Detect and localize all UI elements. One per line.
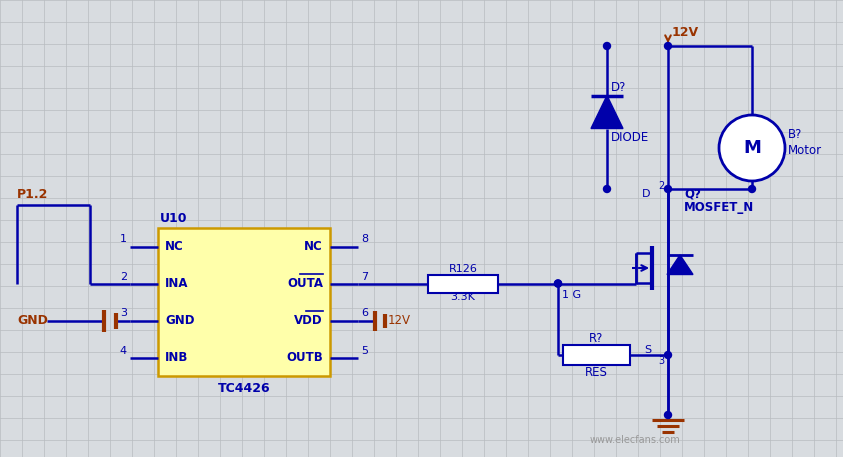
Text: M: M	[743, 139, 761, 157]
Text: P1.2: P1.2	[17, 188, 48, 202]
Text: VDD: VDD	[294, 314, 323, 327]
Text: INB: INB	[165, 351, 188, 364]
Text: S: S	[644, 345, 651, 355]
Text: 4: 4	[120, 345, 127, 356]
Circle shape	[664, 411, 672, 419]
Text: B?: B?	[788, 128, 803, 140]
Text: U10: U10	[160, 212, 187, 224]
Text: 12V: 12V	[388, 314, 411, 327]
Text: Motor: Motor	[788, 143, 822, 156]
Text: 12V: 12V	[672, 27, 699, 39]
Text: MOSFET_N: MOSFET_N	[684, 201, 754, 213]
Text: GND: GND	[165, 314, 195, 327]
Text: 5: 5	[361, 345, 368, 356]
Text: D: D	[642, 189, 651, 199]
Text: INA: INA	[165, 277, 189, 290]
Text: 3.3K: 3.3K	[450, 292, 475, 303]
Circle shape	[604, 43, 610, 49]
Text: GND: GND	[17, 314, 48, 327]
Text: NC: NC	[304, 240, 323, 253]
Polygon shape	[667, 255, 693, 275]
Text: TC4426: TC4426	[217, 383, 271, 395]
Text: 7: 7	[361, 271, 368, 282]
Circle shape	[749, 186, 755, 192]
Text: OUTA: OUTA	[287, 277, 323, 290]
Text: 1 G: 1 G	[562, 291, 581, 301]
Circle shape	[555, 280, 561, 287]
Polygon shape	[591, 96, 623, 128]
FancyBboxPatch shape	[563, 345, 630, 365]
Text: www.elecfans.com: www.elecfans.com	[590, 435, 681, 445]
Text: DIODE: DIODE	[611, 131, 649, 144]
Text: RES: RES	[585, 366, 608, 378]
Circle shape	[664, 186, 672, 192]
Text: OUTB: OUTB	[287, 351, 323, 364]
Circle shape	[664, 43, 672, 49]
Circle shape	[664, 351, 672, 358]
Text: 3: 3	[658, 356, 664, 366]
Text: NC: NC	[165, 240, 184, 253]
FancyBboxPatch shape	[428, 275, 498, 292]
Text: 2: 2	[658, 181, 664, 191]
Text: 6: 6	[361, 308, 368, 319]
Text: 3: 3	[120, 308, 127, 319]
Circle shape	[719, 115, 785, 181]
Text: 1: 1	[120, 234, 127, 244]
Text: 2: 2	[120, 271, 127, 282]
Text: 8: 8	[361, 234, 368, 244]
Circle shape	[555, 280, 561, 287]
Circle shape	[604, 186, 610, 192]
Text: R126: R126	[448, 265, 477, 275]
Text: Q?: Q?	[684, 187, 701, 201]
Text: R?: R?	[589, 333, 604, 345]
Text: D?: D?	[611, 81, 626, 94]
FancyBboxPatch shape	[158, 228, 330, 376]
